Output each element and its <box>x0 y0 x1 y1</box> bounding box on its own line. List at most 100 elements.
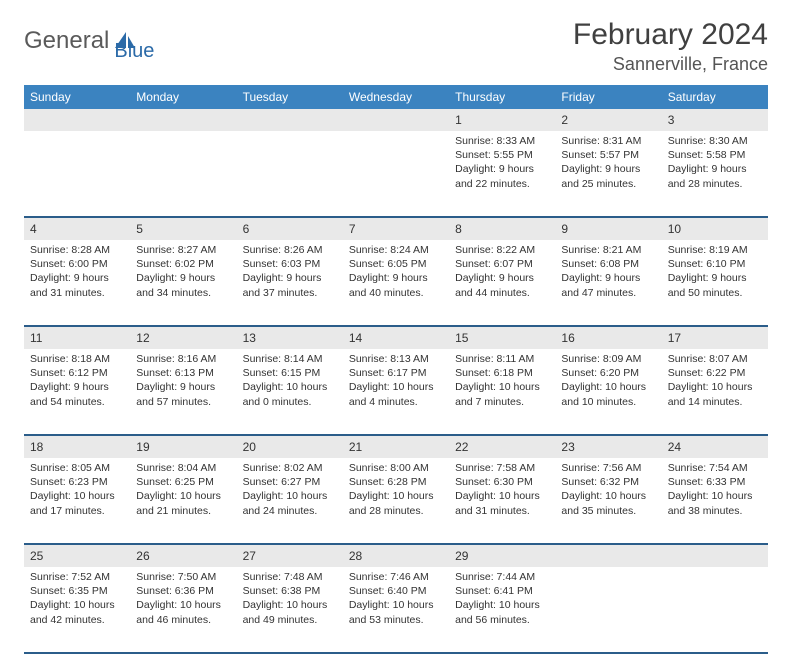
day-number-cell: 21 <box>343 435 449 458</box>
sunrise-line: Sunrise: 8:24 AM <box>349 243 443 257</box>
sunrise-line: Sunrise: 7:54 AM <box>668 461 762 475</box>
day-cell: Sunrise: 8:00 AMSunset: 6:28 PMDaylight:… <box>343 458 449 544</box>
day-cell <box>662 567 768 653</box>
day-cell: Sunrise: 7:44 AMSunset: 6:41 PMDaylight:… <box>449 567 555 653</box>
sunrise-line: Sunrise: 8:28 AM <box>30 243 124 257</box>
sunrise-line: Sunrise: 8:30 AM <box>668 134 762 148</box>
daylight-line: Daylight: 10 hours and 38 minutes. <box>668 489 762 517</box>
day-cell: Sunrise: 8:26 AMSunset: 6:03 PMDaylight:… <box>237 240 343 326</box>
sunset-line: Sunset: 6:32 PM <box>561 475 655 489</box>
daynum-row: 45678910 <box>24 217 768 240</box>
day-cell: Sunrise: 8:14 AMSunset: 6:15 PMDaylight:… <box>237 349 343 435</box>
day-cell: Sunrise: 8:19 AMSunset: 6:10 PMDaylight:… <box>662 240 768 326</box>
day-content: Sunrise: 8:24 AMSunset: 6:05 PMDaylight:… <box>343 240 449 305</box>
day-content: Sunrise: 8:26 AMSunset: 6:03 PMDaylight:… <box>237 240 343 305</box>
day-content: Sunrise: 8:14 AMSunset: 6:15 PMDaylight:… <box>237 349 343 414</box>
day-cell: Sunrise: 7:52 AMSunset: 6:35 PMDaylight:… <box>24 567 130 653</box>
day-content: Sunrise: 8:07 AMSunset: 6:22 PMDaylight:… <box>662 349 768 414</box>
sunset-line: Sunset: 6:35 PM <box>30 584 124 598</box>
weekday-header: Tuesday <box>237 85 343 109</box>
sunset-line: Sunset: 6:41 PM <box>455 584 549 598</box>
day-number: 9 <box>555 218 661 240</box>
weekday-header: Wednesday <box>343 85 449 109</box>
day-number-cell: 15 <box>449 326 555 349</box>
day-cell: Sunrise: 7:54 AMSunset: 6:33 PMDaylight:… <box>662 458 768 544</box>
day-cell: Sunrise: 8:04 AMSunset: 6:25 PMDaylight:… <box>130 458 236 544</box>
daylight-line: Daylight: 10 hours and 46 minutes. <box>136 598 230 626</box>
day-number-cell: 3 <box>662 109 768 131</box>
day-number-cell: 20 <box>237 435 343 458</box>
day-number: 24 <box>662 436 768 458</box>
sunset-line: Sunset: 6:17 PM <box>349 366 443 380</box>
weekday-header: Saturday <box>662 85 768 109</box>
day-number: 5 <box>130 218 236 240</box>
day-cell <box>24 131 130 217</box>
sunrise-line: Sunrise: 8:13 AM <box>349 352 443 366</box>
day-cell: Sunrise: 8:33 AMSunset: 5:55 PMDaylight:… <box>449 131 555 217</box>
sunrise-line: Sunrise: 8:22 AM <box>455 243 549 257</box>
day-number-cell <box>555 544 661 567</box>
day-content: Sunrise: 8:18 AMSunset: 6:12 PMDaylight:… <box>24 349 130 414</box>
day-number-cell: 8 <box>449 217 555 240</box>
week-row: Sunrise: 8:33 AMSunset: 5:55 PMDaylight:… <box>24 131 768 217</box>
sunrise-line: Sunrise: 8:16 AM <box>136 352 230 366</box>
day-content: Sunrise: 7:56 AMSunset: 6:32 PMDaylight:… <box>555 458 661 523</box>
day-cell: Sunrise: 8:30 AMSunset: 5:58 PMDaylight:… <box>662 131 768 217</box>
day-number: 6 <box>237 218 343 240</box>
calendar-table: Sunday Monday Tuesday Wednesday Thursday… <box>24 85 768 654</box>
daylight-line: Daylight: 10 hours and 10 minutes. <box>561 380 655 408</box>
day-number-cell <box>343 109 449 131</box>
day-number: 25 <box>24 545 130 567</box>
week-row: Sunrise: 8:05 AMSunset: 6:23 PMDaylight:… <box>24 458 768 544</box>
day-number: 21 <box>343 436 449 458</box>
sunset-line: Sunset: 6:00 PM <box>30 257 124 271</box>
sunset-line: Sunset: 5:58 PM <box>668 148 762 162</box>
day-cell: Sunrise: 8:09 AMSunset: 6:20 PMDaylight:… <box>555 349 661 435</box>
daylight-line: Daylight: 10 hours and 7 minutes. <box>455 380 549 408</box>
day-number: 7 <box>343 218 449 240</box>
sunrise-line: Sunrise: 8:27 AM <box>136 243 230 257</box>
day-number: 16 <box>555 327 661 349</box>
day-content: Sunrise: 7:48 AMSunset: 6:38 PMDaylight:… <box>237 567 343 632</box>
day-content: Sunrise: 8:09 AMSunset: 6:20 PMDaylight:… <box>555 349 661 414</box>
day-content: Sunrise: 8:31 AMSunset: 5:57 PMDaylight:… <box>555 131 661 196</box>
day-number-cell: 13 <box>237 326 343 349</box>
weekday-header: Monday <box>130 85 236 109</box>
daylight-line: Daylight: 9 hours and 22 minutes. <box>455 162 549 190</box>
day-number: 26 <box>130 545 236 567</box>
day-number-cell <box>662 544 768 567</box>
day-number-cell: 14 <box>343 326 449 349</box>
daynum-row: 2526272829 <box>24 544 768 567</box>
week-row: Sunrise: 8:28 AMSunset: 6:00 PM Daylight:… <box>24 240 768 326</box>
week-row: Sunrise: 7:52 AMSunset: 6:35 PM Daylight:… <box>24 567 768 653</box>
title-block: February 2024 Sannerville, France <box>573 18 768 75</box>
day-number: 4 <box>24 218 130 240</box>
day-number-cell <box>130 109 236 131</box>
day-number: 14 <box>343 327 449 349</box>
daylight-line: Daylight: 10 hours and 24 minutes. <box>243 489 337 517</box>
sunrise-line: Sunrise: 7:56 AM <box>561 461 655 475</box>
day-number-cell: 4 <box>24 217 130 240</box>
day-cell: Sunrise: 8:13 AMSunset: 6:17 PMDaylight:… <box>343 349 449 435</box>
daylight-line: Daylight: 10 hours and 21 minutes. <box>136 489 230 517</box>
day-number-cell: 5 <box>130 217 236 240</box>
day-number: 3 <box>662 109 768 131</box>
day-number-cell: 29 <box>449 544 555 567</box>
day-content: Sunrise: 7:52 AMSunset: 6:35 PMDaylight:… <box>24 567 130 632</box>
sunset-line: Sunset: 6:23 PM <box>30 475 124 489</box>
sunrise-line: Sunrise: 7:52 AM <box>30 570 124 584</box>
day-number-cell: 11 <box>24 326 130 349</box>
daylight-line: Daylight: 9 hours and 57 minutes. <box>136 380 230 408</box>
sunset-line: Sunset: 6:10 PM <box>668 257 762 271</box>
sunset-line: Sunset: 6:08 PM <box>561 257 655 271</box>
daylight-line: Daylight: 9 hours and 44 minutes. <box>455 271 549 299</box>
day-number-cell: 19 <box>130 435 236 458</box>
day-cell: Sunrise: 7:48 AMSunset: 6:38 PMDaylight:… <box>237 567 343 653</box>
day-number-cell <box>24 109 130 131</box>
day-number-cell: 12 <box>130 326 236 349</box>
sunrise-line: Sunrise: 8:21 AM <box>561 243 655 257</box>
day-cell: Sunrise: 8:16 AMSunset: 6:13 PMDaylight:… <box>130 349 236 435</box>
daylight-line: Daylight: 10 hours and 28 minutes. <box>349 489 443 517</box>
weekday-header: Thursday <box>449 85 555 109</box>
day-cell: Sunrise: 8:31 AMSunset: 5:57 PMDaylight:… <box>555 131 661 217</box>
